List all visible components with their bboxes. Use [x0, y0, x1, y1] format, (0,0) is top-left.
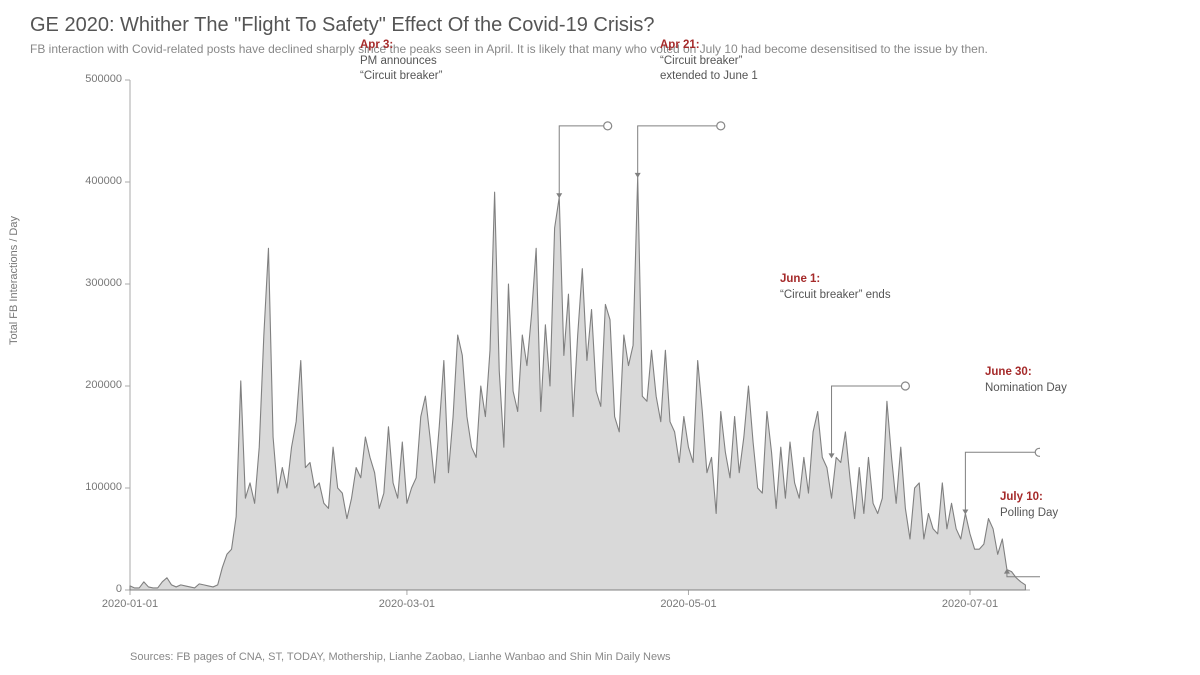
annotation-jun1: June 1: “Circuit breaker” ends	[780, 272, 891, 303]
chart-title: GE 2020: Whither The "Flight To Safety" …	[30, 14, 654, 37]
annotation-text-line: PM announces	[360, 55, 437, 67]
chart-source: Sources: FB pages of CNA, ST, TODAY, Mot…	[130, 651, 671, 663]
y-tick-label: 400000	[72, 175, 122, 187]
x-tick-label: 2020-03-01	[379, 598, 435, 610]
annotation-text-line: “Circuit breaker”	[660, 55, 742, 67]
x-tick-label: 2020-01-01	[102, 598, 158, 610]
y-tick-label: 200000	[72, 379, 122, 391]
annotation-apr21: Apr 21: “Circuit breaker” extended to June…	[660, 38, 758, 85]
annotation-date: June 1:	[780, 273, 820, 285]
chart-plot	[70, 70, 1040, 620]
y-tick-label: 100000	[72, 481, 122, 493]
annotation-jul10: July 10: Polling Day	[1000, 490, 1058, 521]
annotation-text-line: Nomination Day	[985, 382, 1067, 394]
annotation-text-line: Polling Day	[1000, 507, 1058, 519]
annotation-text-line: “Circuit breaker” ends	[780, 289, 891, 301]
chart-subtitle: FB interaction with Covid-related posts …	[30, 42, 988, 56]
y-tick-label: 500000	[72, 73, 122, 85]
annotation-text-line: “Circuit breaker”	[360, 70, 442, 82]
y-axis-label: Total FB Interactions / Day	[8, 216, 20, 345]
annotation-date: Apr 21:	[660, 39, 700, 51]
x-tick-label: 2020-07-01	[942, 598, 998, 610]
annotation-date: July 10:	[1000, 491, 1043, 503]
annotation-text-line: extended to June 1	[660, 70, 758, 82]
y-tick-label: 300000	[72, 277, 122, 289]
annotation-apr3: Apr 3: PM announces “Circuit breaker”	[360, 38, 442, 85]
y-tick-label: 0	[72, 583, 122, 595]
x-tick-label: 2020-05-01	[660, 598, 716, 610]
annotation-jun30: June 30: Nomination Day	[985, 365, 1067, 396]
annotation-date: June 30:	[985, 366, 1032, 378]
annotation-date: Apr 3:	[360, 39, 393, 51]
